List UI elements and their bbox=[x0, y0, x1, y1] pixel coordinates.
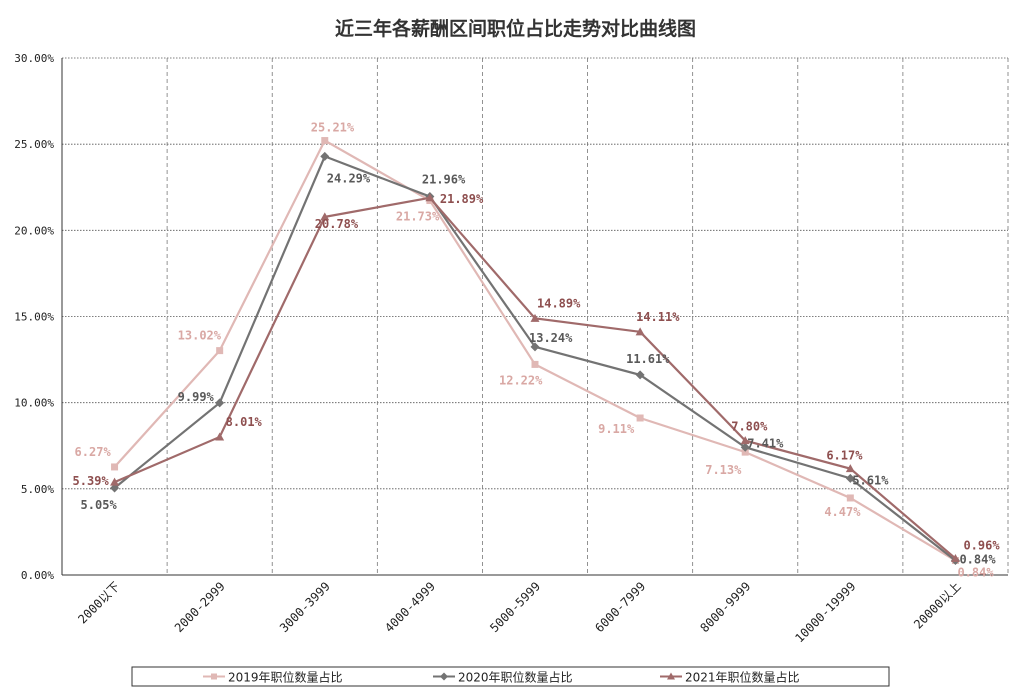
data-label: 7.41% bbox=[747, 436, 784, 450]
data-label: 0.96% bbox=[963, 538, 1000, 552]
data-label: 13.24% bbox=[529, 331, 573, 345]
x-tick-label: 2000-2999 bbox=[172, 579, 228, 635]
data-label: 9.99% bbox=[178, 390, 215, 404]
data-label: 0.84% bbox=[959, 553, 996, 567]
point-marker bbox=[667, 672, 675, 680]
data-label: 9.11% bbox=[598, 422, 635, 436]
point-marker bbox=[110, 477, 120, 486]
data-label-layer: 6.27% 13.02% 25.21% 21.73% 12.22% 9.11% 7.13% 4… bbox=[73, 121, 1001, 580]
point-marker bbox=[636, 414, 644, 422]
point-marker bbox=[740, 442, 750, 452]
point-marker bbox=[845, 464, 855, 473]
x-tick-label: 2000以下 bbox=[75, 579, 122, 626]
y-tick-label: 0.00% bbox=[21, 569, 54, 582]
data-label: 25.21% bbox=[311, 121, 355, 135]
point-marker bbox=[425, 193, 435, 202]
x-tick-label: 4000-4999 bbox=[382, 579, 438, 635]
data-label: 21.96% bbox=[422, 173, 466, 187]
x-tick-label: 10000-19999 bbox=[792, 579, 858, 645]
point-marker bbox=[531, 360, 539, 368]
point-marker bbox=[110, 483, 120, 493]
point-marker bbox=[320, 212, 330, 221]
x-tick-label: 5000-5999 bbox=[487, 579, 543, 635]
point-marker bbox=[530, 313, 540, 322]
data-label: 21.73% bbox=[396, 210, 440, 224]
data-label: 12.22% bbox=[499, 373, 543, 387]
x-tick-label: 3000-3999 bbox=[277, 579, 333, 635]
data-label: 21.89% bbox=[440, 192, 484, 206]
series-line bbox=[113, 154, 957, 562]
point-marker bbox=[111, 463, 119, 471]
data-label: 8.01% bbox=[226, 415, 263, 429]
point-marker bbox=[845, 473, 855, 483]
x-tick-label: 6000-7999 bbox=[592, 579, 648, 635]
data-label: 14.11% bbox=[636, 310, 680, 324]
data-label: 11.61% bbox=[626, 352, 670, 366]
legend-label: 2021年职位数量占比 bbox=[685, 670, 800, 685]
point-marker bbox=[741, 448, 749, 456]
data-label: 7.80% bbox=[731, 420, 768, 434]
point-marker bbox=[321, 137, 329, 145]
y-tick-label: 15.00% bbox=[14, 311, 54, 324]
data-label: 6.17% bbox=[826, 449, 863, 463]
point-marker bbox=[440, 672, 448, 681]
point-marker bbox=[211, 673, 217, 680]
y-tick-label: 20.00% bbox=[14, 224, 54, 237]
point-marker bbox=[635, 370, 645, 380]
axis-layer: 0.00% 5.00% 10.00% 15.00% 20.00% 25.00% 30.00%… bbox=[14, 52, 1008, 645]
chart-title: 近三年各薪酬区间职位占比走势对比曲线图 bbox=[334, 18, 696, 40]
x-tick-label: 20000以上 bbox=[911, 579, 963, 631]
series-layer bbox=[110, 137, 960, 566]
point-marker bbox=[530, 342, 540, 352]
legend-box bbox=[131, 666, 890, 687]
grid-layer bbox=[62, 57, 1009, 575]
point-marker bbox=[216, 347, 224, 355]
data-label: 6.27% bbox=[75, 445, 112, 459]
point-marker bbox=[740, 436, 750, 445]
y-tick-label: 10.00% bbox=[14, 397, 54, 410]
data-label: 5.61% bbox=[852, 473, 889, 487]
y-tick-label: 30.00% bbox=[14, 52, 54, 65]
point-marker bbox=[215, 398, 225, 408]
data-label: 7.13% bbox=[705, 463, 742, 477]
legend-label: 2019年职位数量占比 bbox=[228, 670, 343, 685]
x-tick-label: 8000-9999 bbox=[697, 579, 753, 635]
legend-label: 2020年职位数量占比 bbox=[458, 670, 573, 685]
point-marker bbox=[635, 327, 645, 336]
data-label: 4.47% bbox=[824, 505, 861, 519]
point-marker bbox=[215, 432, 225, 441]
data-label: 20.78% bbox=[315, 217, 359, 231]
point-marker bbox=[320, 151, 330, 161]
legend: 2019年职位数量占比 2020年职位数量占比 2021年职位数量占比 bbox=[131, 666, 890, 687]
data-label: 14.89% bbox=[537, 296, 581, 310]
data-label: 0.84% bbox=[957, 566, 994, 580]
y-tick-label: 25.00% bbox=[14, 138, 54, 151]
data-label: 5.05% bbox=[81, 498, 118, 512]
data-label: 5.39% bbox=[73, 474, 110, 488]
data-label: 13.02% bbox=[178, 329, 222, 343]
y-tick-label: 5.00% bbox=[21, 483, 54, 496]
data-label: 24.29% bbox=[327, 171, 371, 185]
point-marker bbox=[950, 553, 960, 562]
point-marker bbox=[846, 494, 854, 502]
